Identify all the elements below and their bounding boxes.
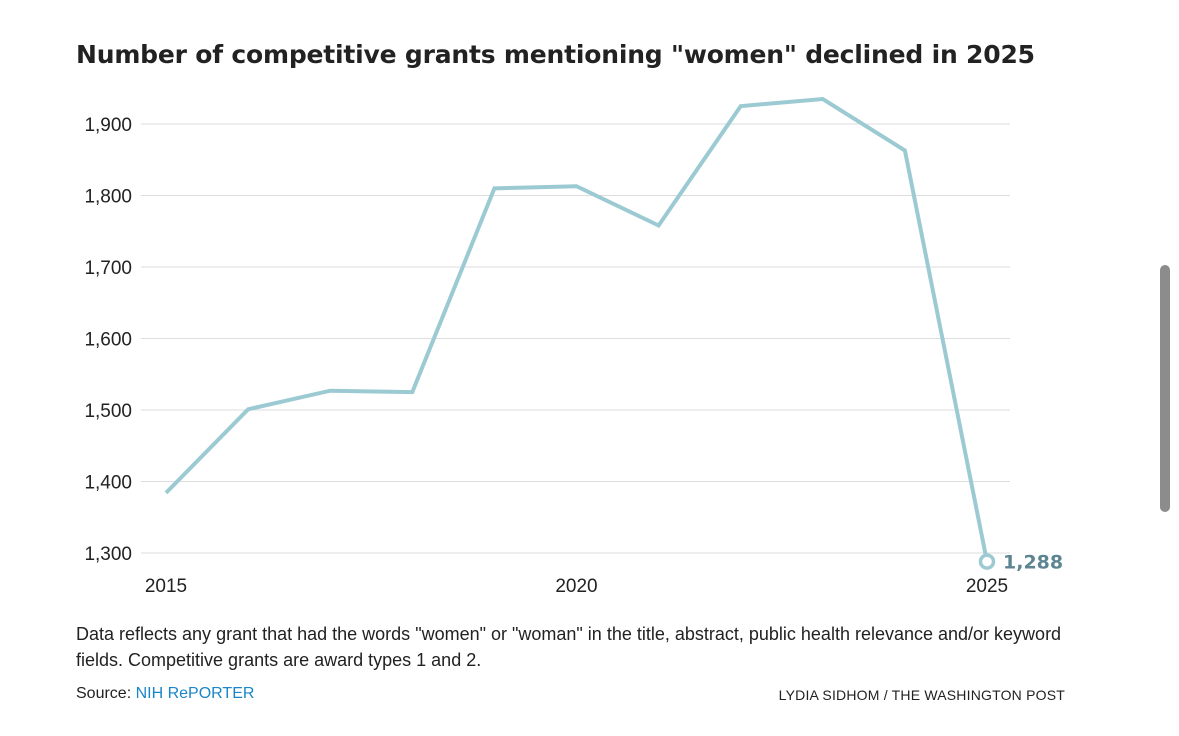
x-tick-label: 2015 bbox=[145, 576, 187, 597]
series-line bbox=[164, 96, 989, 562]
series-group bbox=[164, 96, 989, 562]
y-tick-label: 1,900 bbox=[84, 115, 132, 136]
footnote: Data reflects any grant that had the wor… bbox=[76, 624, 1062, 670]
data-points bbox=[164, 97, 989, 564]
line-chart: 1,300 1,400 1,500 1,600 1,700 1,800 1,900 2015… bbox=[84, 96, 1063, 597]
y-tick-label: 1,400 bbox=[84, 473, 132, 494]
y-axis-ticks: 1,300 1,400 1,500 1,600 1,700 1,800 1,900 bbox=[84, 115, 132, 565]
x-tick-label: 2020 bbox=[555, 576, 597, 597]
vertical-scrollbar[interactable] bbox=[1160, 265, 1170, 512]
y-tick-label: 1,300 bbox=[84, 544, 132, 565]
source-line: Source: NIH RePORTER bbox=[76, 685, 254, 703]
gridlines bbox=[141, 123, 1010, 554]
source-prefix: Source: bbox=[76, 685, 132, 702]
y-tick-label: 1,500 bbox=[84, 401, 132, 422]
x-axis-ticks: 2015 2020 2025 bbox=[145, 576, 1008, 597]
credit-line: LYDIA SIDHOM / THE WASHINGTON POST bbox=[778, 687, 1065, 703]
y-tick-label: 1,600 bbox=[84, 330, 132, 351]
x-tick-label: 2025 bbox=[966, 576, 1008, 597]
end-annotation: 1,288 bbox=[978, 552, 1063, 574]
source-link[interactable]: NIH RePORTER bbox=[135, 685, 255, 702]
y-tick-label: 1,700 bbox=[84, 258, 132, 279]
chart-title: Number of competitive grants mentioning … bbox=[76, 40, 1035, 69]
y-tick-label: 1,800 bbox=[84, 187, 132, 208]
end-point-marker bbox=[978, 553, 996, 570]
end-value-label: 1,288 bbox=[1003, 552, 1063, 574]
